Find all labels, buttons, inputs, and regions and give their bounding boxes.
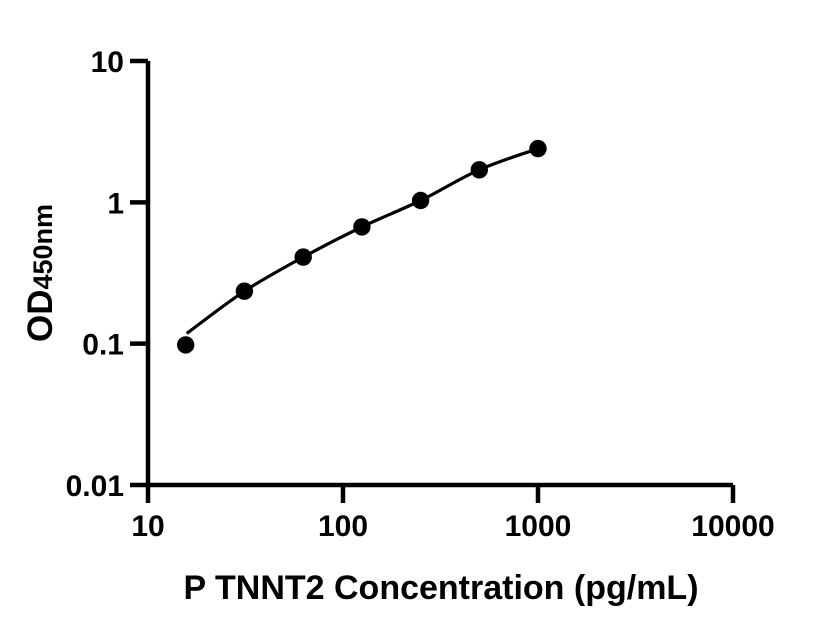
x-tick-label: 1000	[505, 510, 572, 543]
data-point	[353, 218, 371, 236]
fit-curve	[185, 147, 539, 335]
x-tick-label: 10	[131, 510, 164, 543]
y-axis-title: OD450nm	[21, 204, 60, 342]
y-axis-title-main: OD	[21, 290, 60, 343]
y-tick-label: 0.01	[66, 470, 124, 503]
axes	[145, 61, 733, 488]
x-tick-label: 10000	[691, 510, 774, 543]
data-point	[470, 161, 488, 179]
y-tick-label: 1	[107, 187, 124, 220]
x-axis-title: P TNNT2 Concentration (pg/mL)	[183, 569, 698, 607]
x-tick-label: 100	[318, 510, 368, 543]
axis-ticks	[130, 58, 736, 503]
axis-tick-labels: 10 100 1000 10000 10 1 0.1 0.01	[66, 46, 775, 543]
data-point	[177, 336, 195, 354]
fit-curve-layer	[185, 147, 539, 335]
data-points-layer	[177, 139, 547, 354]
y-axis-title-sub: 450nm	[28, 204, 58, 290]
axis-spine	[145, 61, 733, 488]
y-tick-label: 0.1	[82, 329, 124, 362]
data-point	[294, 248, 312, 266]
data-point	[235, 282, 254, 300]
data-point	[411, 191, 430, 210]
data-point	[529, 139, 547, 158]
y-tick-label: 10	[91, 46, 124, 79]
